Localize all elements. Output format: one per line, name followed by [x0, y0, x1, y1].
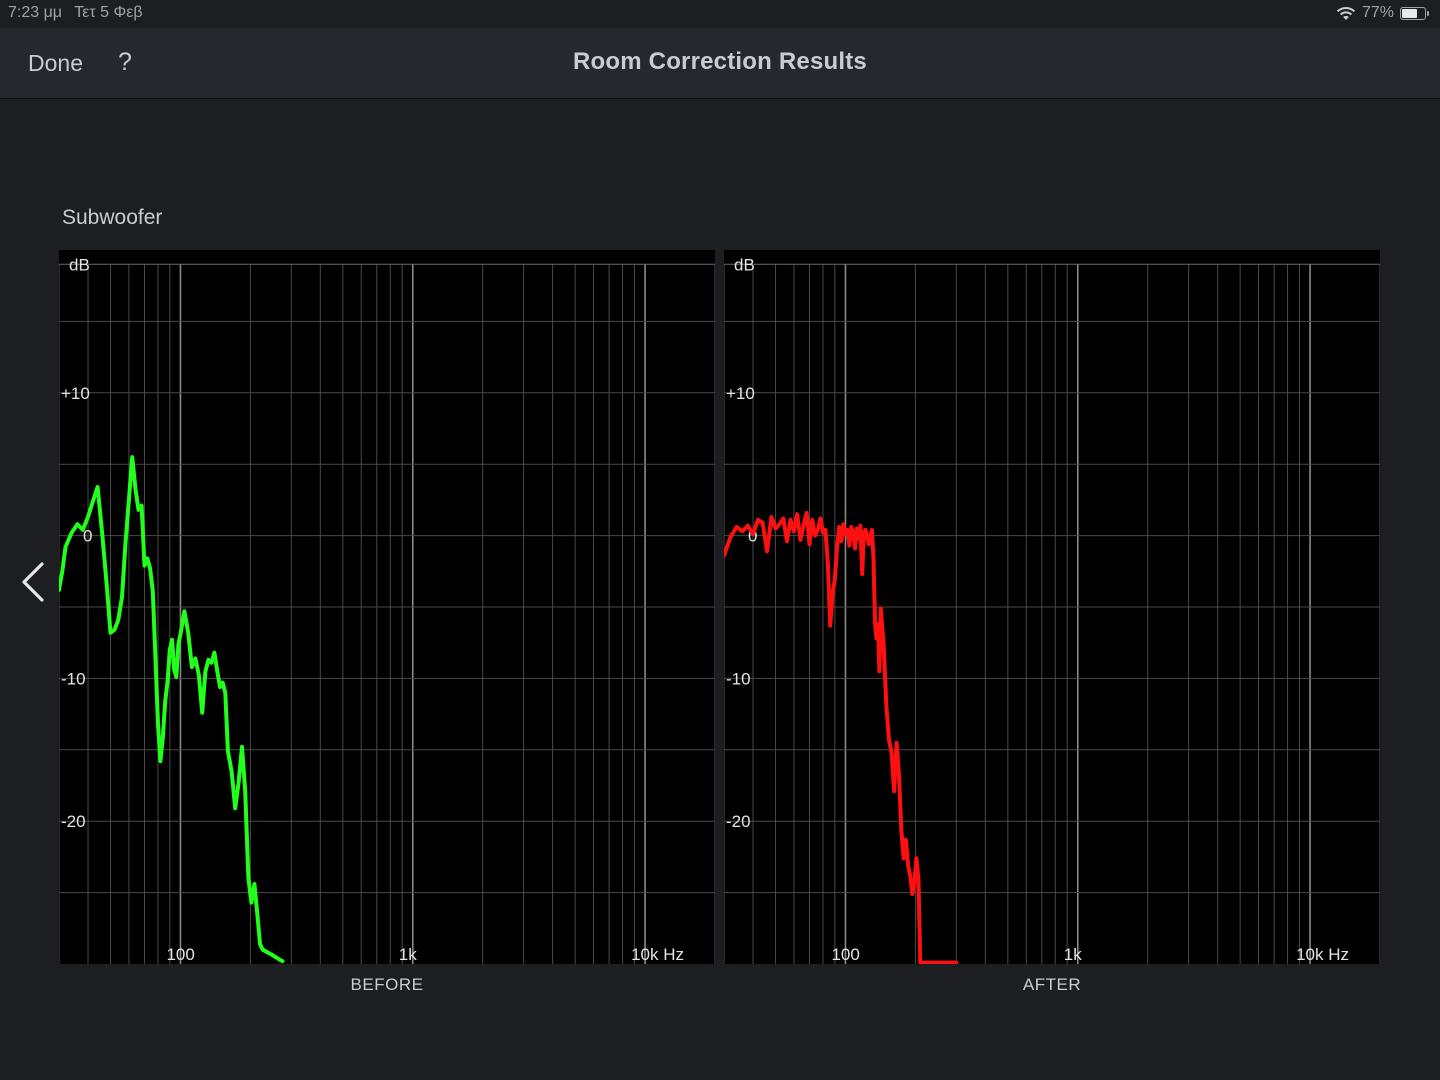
after-caption: AFTER — [1022, 975, 1082, 994]
x-tick-label: 100 — [166, 945, 194, 964]
y-tick-label: 0 — [83, 527, 92, 546]
battery-percent: 77% — [1361, 4, 1394, 21]
status-left: 7:23 μμ Τετ 5 Φεβ — [8, 4, 151, 22]
before-chart: dB +10 0 -10 -20 100 1k 10k Hz — [59, 250, 715, 964]
y-axis-unit-label: dB — [69, 255, 90, 274]
y-axis-unit-label: dB — [734, 255, 755, 274]
y-tick-label: -10 — [61, 669, 86, 688]
x-tick-label: 10k Hz — [1296, 945, 1349, 964]
battery-icon — [1400, 6, 1429, 20]
before-chart-svg: dB +10 0 -10 -20 100 1k 10k Hz — [59, 255, 715, 964]
navigation-bar: Done ? Room Correction Results — [0, 28, 1440, 99]
status-right: 77% — [1336, 4, 1429, 22]
battery-fill — [1402, 8, 1418, 18]
after-chart: dB +10 0 -10 -20 100 1k 10k Hz — [724, 250, 1380, 964]
status-date: Τετ 5 Φεβ — [74, 4, 143, 21]
x-tick-label: 10k Hz — [631, 945, 684, 964]
before-response-line — [59, 455, 285, 964]
before-caption: BEFORE — [350, 975, 424, 994]
y-tick-label: -20 — [61, 812, 86, 831]
x-tick-label: 100 — [831, 945, 859, 964]
section-label: Subwoofer — [62, 206, 163, 229]
y-tick-label: +10 — [61, 384, 90, 403]
after-response-line — [724, 510, 959, 964]
status-time: 7:23 μμ — [8, 4, 63, 21]
help-button[interactable]: ? — [118, 48, 132, 76]
y-tick-label: -10 — [726, 669, 751, 688]
wifi-icon — [1336, 6, 1356, 20]
status-bar: 7:23 μμ Τετ 5 Φεβ 77% — [0, 0, 1440, 28]
chevron-left-icon[interactable] — [16, 560, 52, 604]
x-tick-label: 1k — [1064, 945, 1082, 964]
y-tick-label: -20 — [726, 812, 751, 831]
done-button[interactable]: Done — [28, 50, 83, 76]
x-tick-label: 1k — [399, 945, 417, 964]
y-tick-label: +10 — [726, 384, 755, 403]
page-title: Room Correction Results — [573, 48, 867, 75]
